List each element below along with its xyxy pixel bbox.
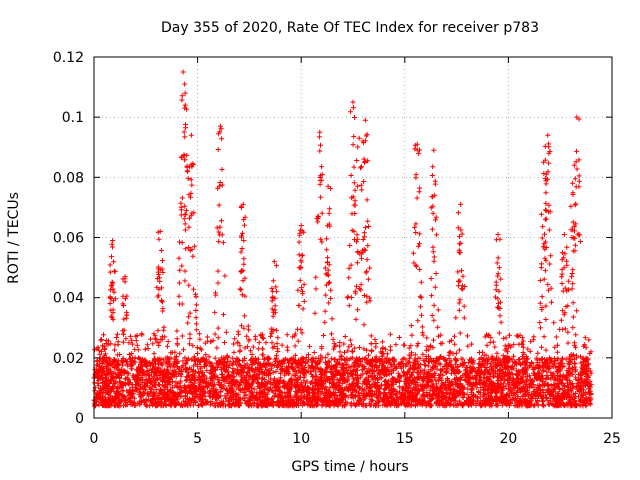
x-axis-label: GPS time / hours	[291, 459, 408, 475]
y-tick-label: 0.1	[62, 110, 84, 126]
y-axis-label: ROTI / TECUs	[6, 192, 22, 284]
x-tick-label: 0	[90, 431, 99, 447]
y-tick-label: 0.02	[53, 351, 84, 367]
x-tick-label: 10	[292, 431, 310, 447]
tick-labels: 0 5 10 15 20 25 0 0.02 0.04 0.06 0.08 0.1 0.12	[53, 50, 621, 447]
y-tick-label: 0.08	[53, 170, 84, 186]
x-tick-label: 25	[603, 431, 621, 447]
roti-plus-markers	[91, 69, 594, 409]
y-tick-label: 0.04	[53, 291, 84, 307]
x-tick-label: 15	[396, 431, 414, 447]
x-tick-label: 5	[193, 431, 202, 447]
y-tick-label: 0.12	[53, 50, 84, 66]
x-tick-label: 20	[499, 431, 517, 447]
data-points	[91, 69, 594, 409]
y-tick-label: 0.06	[53, 231, 84, 247]
chart-title: Day 355 of 2020, Rate Of TEC Index for r…	[161, 20, 539, 36]
y-tick-label: 0	[75, 411, 84, 427]
axis-ticks	[93, 56, 613, 419]
